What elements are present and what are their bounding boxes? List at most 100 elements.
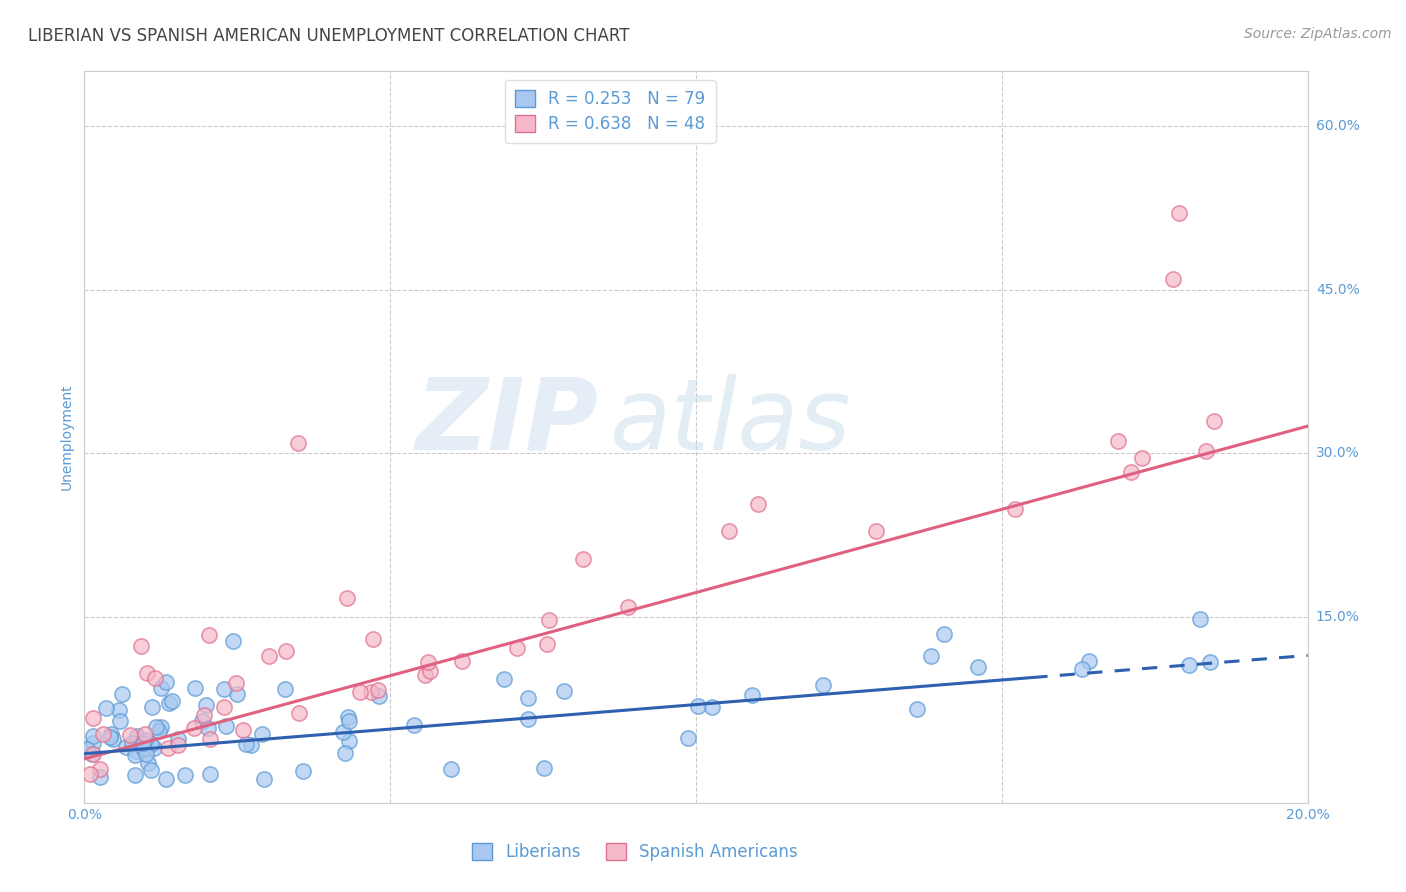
Point [212, 700, 235, 714]
Point [184, 681, 207, 695]
Point [149, 720, 172, 734]
Text: LIBERIAN VS SPANISH AMERICAN UNEMPLOYMENT CORRELATION CHART: LIBERIAN VS SPANISH AMERICAN UNEMPLOYMEN… [28, 27, 630, 45]
Point [257, 649, 280, 664]
Point [139, 763, 162, 777]
Point [250, 727, 273, 741]
Point [367, 683, 389, 698]
Text: 45.0%: 45.0% [1316, 283, 1360, 297]
Point [145, 720, 167, 734]
Point [865, 524, 887, 538]
Point [82, 729, 104, 743]
Point [333, 747, 356, 761]
Y-axis label: Unemployment: Unemployment [60, 384, 75, 491]
Point [1178, 657, 1201, 672]
Point [200, 731, 222, 746]
Point [717, 524, 740, 538]
Point [934, 626, 956, 640]
Point [101, 732, 124, 747]
Point [516, 712, 538, 726]
Text: Source: ZipAtlas.com: Source: ZipAtlas.com [1244, 27, 1392, 41]
Point [700, 700, 723, 714]
Point [404, 718, 426, 732]
Point [167, 738, 190, 752]
Point [332, 725, 354, 739]
Point [1202, 414, 1225, 428]
Point [505, 640, 527, 655]
Point [225, 676, 247, 690]
Point [571, 552, 593, 566]
Point [96, 701, 118, 715]
Point [337, 714, 360, 729]
Text: 15.0%: 15.0% [1316, 610, 1360, 624]
Point [273, 682, 295, 697]
Point [413, 668, 436, 682]
Point [235, 737, 257, 751]
Point [139, 738, 162, 752]
Point [418, 664, 440, 678]
Point [215, 719, 238, 733]
Point [450, 654, 472, 668]
Point [89, 771, 111, 785]
Point [1195, 443, 1218, 458]
Point [174, 768, 197, 782]
Point [967, 659, 990, 673]
Point [198, 628, 221, 642]
Point [134, 733, 156, 747]
Point [195, 698, 218, 712]
Point [1119, 466, 1142, 480]
Point [440, 762, 463, 776]
Point [143, 671, 166, 685]
Text: atlas: atlas [610, 374, 852, 471]
Point [537, 613, 560, 627]
Point [156, 741, 179, 756]
Point [76, 742, 98, 756]
Point [533, 761, 555, 775]
Point [198, 767, 221, 781]
Legend: Liberians, Spanish Americans: Liberians, Spanish Americans [465, 836, 804, 868]
Point [1189, 612, 1212, 626]
Point [252, 772, 274, 786]
Point [141, 699, 163, 714]
Point [676, 731, 699, 745]
Point [148, 723, 170, 738]
Point [108, 714, 131, 729]
Point [107, 703, 129, 717]
Point [686, 699, 709, 714]
Point [82, 736, 104, 750]
Point [811, 678, 834, 692]
Point [905, 701, 928, 715]
Point [337, 734, 360, 748]
Text: 60.0%: 60.0% [1316, 119, 1360, 133]
Point [160, 694, 183, 708]
Point [368, 689, 391, 703]
Text: 30.0%: 30.0% [1316, 447, 1360, 460]
Point [142, 741, 165, 756]
Point [1199, 655, 1222, 669]
Point [240, 738, 263, 752]
Point [197, 721, 219, 735]
Point [80, 747, 103, 762]
Point [1130, 451, 1153, 466]
Point [274, 644, 297, 658]
Point [516, 690, 538, 705]
Point [89, 762, 111, 776]
Point [416, 655, 439, 669]
Point [135, 747, 157, 761]
Point [360, 685, 382, 699]
Point [291, 764, 314, 778]
Point [121, 736, 143, 750]
Point [920, 648, 942, 663]
Point [129, 640, 152, 654]
Point [155, 674, 177, 689]
Point [124, 747, 146, 762]
Text: ZIP: ZIP [415, 374, 598, 471]
Point [337, 710, 360, 724]
Point [91, 727, 114, 741]
Point [124, 744, 146, 758]
Point [222, 633, 245, 648]
Point [232, 723, 254, 737]
Point [336, 591, 359, 606]
Point [98, 730, 121, 744]
Point [132, 736, 155, 750]
Point [124, 768, 146, 782]
